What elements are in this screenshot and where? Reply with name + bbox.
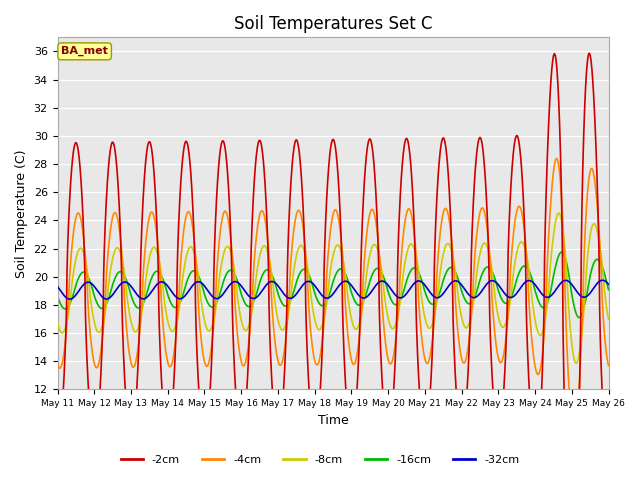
X-axis label: Time: Time <box>317 414 348 427</box>
Title: Soil Temperatures Set C: Soil Temperatures Set C <box>234 15 432 33</box>
Text: BA_met: BA_met <box>61 46 108 57</box>
Y-axis label: Soil Temperature (C): Soil Temperature (C) <box>15 149 28 277</box>
Legend: -2cm, -4cm, -8cm, -16cm, -32cm: -2cm, -4cm, -8cm, -16cm, -32cm <box>116 451 524 469</box>
